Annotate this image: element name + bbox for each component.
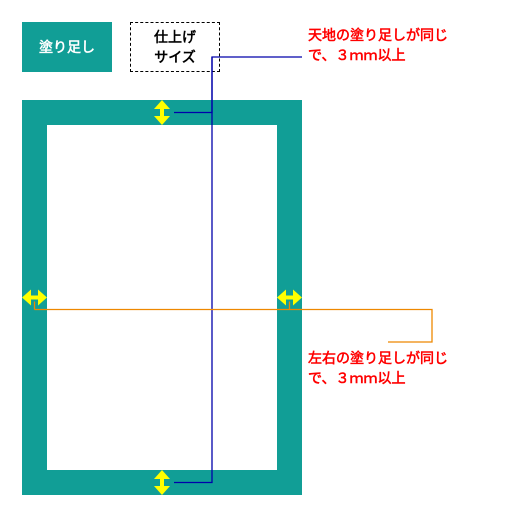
annotation-bottom-line2: で、３ｍｍ以上 xyxy=(308,368,448,388)
annotation-top: 天地の塗り足しが同じ で、３ｍｍ以上 xyxy=(308,25,448,65)
finish-rect xyxy=(47,125,277,470)
bleed-diagram xyxy=(22,100,302,495)
annotation-top-line2: で、３ｍｍ以上 xyxy=(308,45,448,65)
legend-finish-box: 仕上げ サイズ xyxy=(130,22,220,72)
legend-bleed-label: 塗り足し xyxy=(39,37,95,57)
legend-bleed-box: 塗り足し xyxy=(22,22,112,72)
annotation-top-line1: 天地の塗り足しが同じ xyxy=(308,25,448,45)
annotation-bottom-line1: 左右の塗り足しが同じ xyxy=(308,348,448,368)
annotation-bottom: 左右の塗り足しが同じ で、３ｍｍ以上 xyxy=(308,348,448,388)
legend-finish-label: 仕上げ サイズ xyxy=(154,27,196,67)
